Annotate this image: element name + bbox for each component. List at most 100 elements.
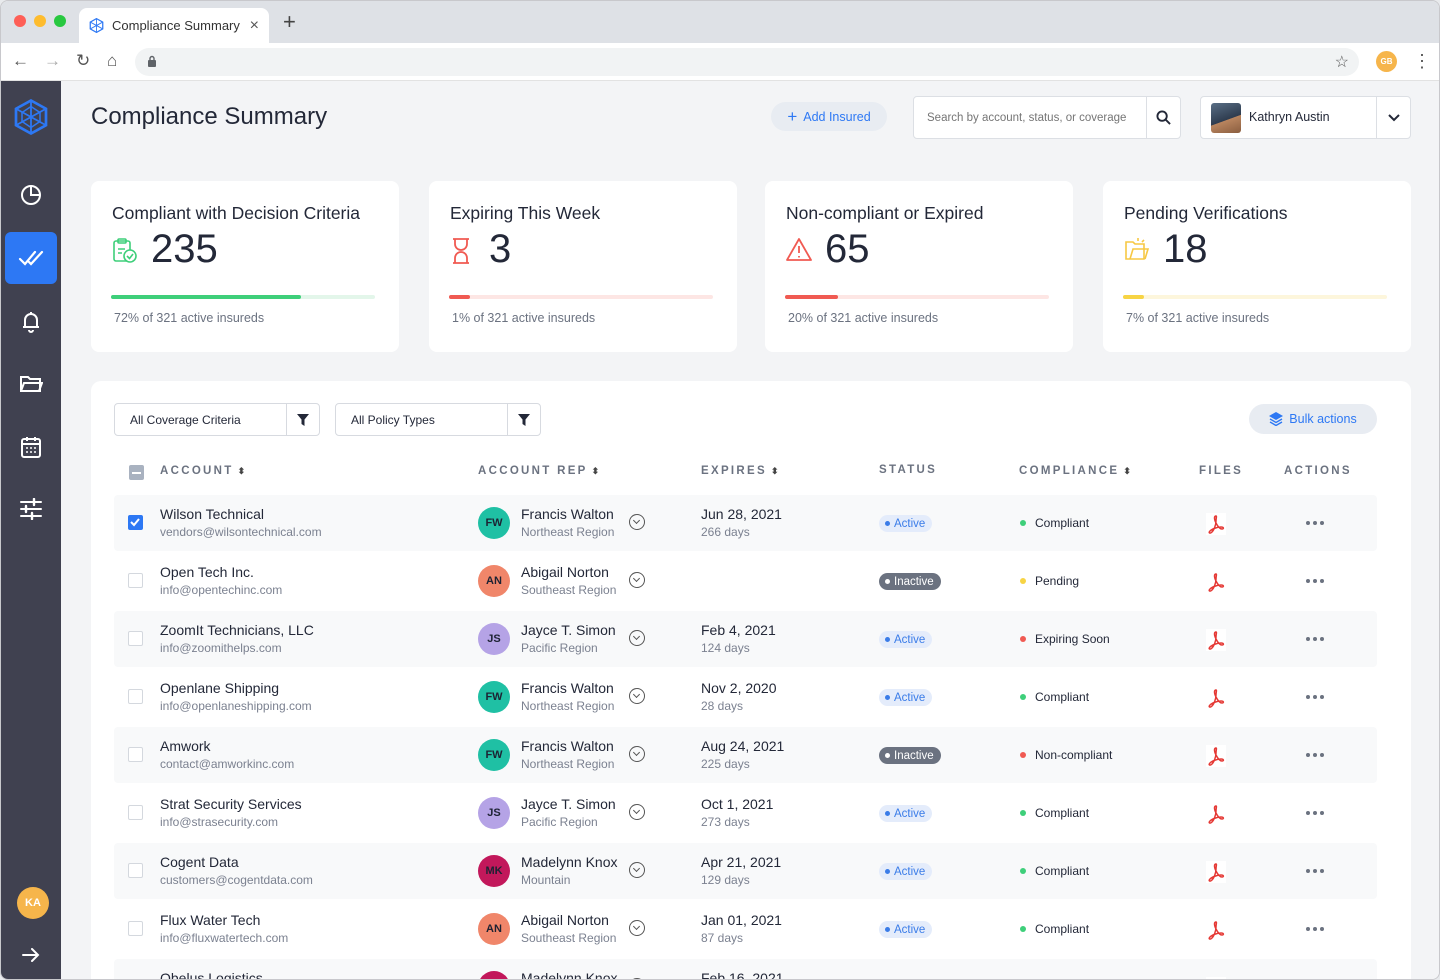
pdf-file-icon[interactable]: [1206, 629, 1226, 651]
select-all-checkbox[interactable]: [129, 465, 144, 480]
rep-header-label: ACCOUNT REP: [478, 465, 588, 477]
filter-button[interactable]: [507, 404, 540, 435]
table-row[interactable]: Amwork contact@amworkinc.com FW Francis Wal…: [114, 727, 1377, 783]
pdf-file-icon[interactable]: [1206, 745, 1226, 767]
dashboard-chart-icon[interactable]: [5, 169, 57, 221]
rep-dropdown-chevron-icon[interactable]: [629, 862, 645, 878]
browser-menu-icon[interactable]: ⋮: [1413, 51, 1431, 71]
more-actions-icon[interactable]: [1306, 695, 1324, 699]
pdf-file-icon[interactable]: [1206, 571, 1226, 593]
account-name[interactable]: Cogent Data: [160, 854, 239, 870]
user-menu[interactable]: Kathryn Austin: [1200, 96, 1411, 139]
user-name: Kathryn Austin: [1249, 110, 1330, 124]
column-header-expires[interactable]: EXPIRES ⬍: [701, 465, 779, 477]
account-name[interactable]: Flux Water Tech: [160, 912, 261, 928]
summary-card[interactable]: Expiring This Week 3 1% of 321 active insu…: [429, 181, 737, 352]
lock-icon: [148, 55, 156, 67]
more-actions-icon[interactable]: [1306, 521, 1324, 525]
table-row[interactable]: Strat Security Services info@strasecurity…: [114, 785, 1377, 841]
row-checkbox[interactable]: [128, 805, 143, 820]
minimize-window-dot[interactable]: [34, 15, 46, 27]
table-row[interactable]: Wilson Technical vendors@wilsontechnical.…: [114, 495, 1377, 551]
row-checkbox[interactable]: [128, 515, 143, 530]
browser-profile-avatar[interactable]: GB: [1376, 51, 1397, 72]
address-bar[interactable]: ☆: [135, 48, 1359, 76]
close-tab-icon[interactable]: ×: [249, 16, 259, 34]
home-icon[interactable]: ⌂: [107, 51, 118, 70]
account-name[interactable]: Amwork: [160, 738, 211, 754]
search-input[interactable]: [915, 98, 1145, 137]
pdf-file-icon[interactable]: [1206, 977, 1226, 979]
summary-card[interactable]: Pending Verifications 18 7% of 321 active …: [1103, 181, 1411, 352]
coverage-filter[interactable]: All Coverage Criteria: [114, 403, 320, 436]
rep-dropdown-chevron-icon[interactable]: [629, 514, 645, 530]
user-menu-toggle[interactable]: [1376, 97, 1410, 138]
rep-dropdown-chevron-icon[interactable]: [629, 572, 645, 588]
rep-dropdown-chevron-icon[interactable]: [629, 630, 645, 646]
account-name[interactable]: Wilson Technical: [160, 506, 265, 522]
folder-icon[interactable]: [5, 358, 57, 410]
rep-avatar: AN: [478, 913, 510, 945]
compliance-check-icon[interactable]: [5, 232, 57, 284]
row-checkbox[interactable]: [128, 863, 143, 878]
close-window-dot[interactable]: [14, 15, 26, 27]
filter-button[interactable]: [286, 404, 319, 435]
new-tab-icon[interactable]: +: [283, 9, 296, 34]
rep-dropdown-chevron-icon[interactable]: [629, 804, 645, 820]
column-header-rep[interactable]: ACCOUNT REP ⬍: [478, 465, 599, 477]
user-avatar[interactable]: KA: [17, 887, 49, 919]
table-row[interactable]: ZoomIt Technicians, LLC info@zoomithelps.…: [114, 611, 1377, 667]
table-row[interactable]: Obelus Logistics MK Madelynn Knox Feb 16, 2…: [114, 959, 1377, 980]
row-checkbox[interactable]: [128, 631, 143, 646]
table-row[interactable]: Openlane Shipping info@openlaneshipping.c…: [114, 669, 1377, 725]
add-insured-button[interactable]: + Add Insured: [771, 102, 887, 131]
pdf-file-icon[interactable]: [1206, 803, 1226, 825]
table-row[interactable]: Open Tech Inc. info@opentechinc.com AN Abig…: [114, 553, 1377, 609]
account-name[interactable]: Strat Security Services: [160, 796, 302, 812]
account-name[interactable]: Open Tech Inc.: [160, 564, 254, 580]
rep-dropdown-chevron-icon[interactable]: [629, 920, 645, 936]
rep-avatar: FW: [478, 507, 510, 539]
reload-icon[interactable]: ↻: [76, 51, 91, 70]
bell-icon[interactable]: [5, 296, 57, 348]
summary-card[interactable]: Non-compliant or Expired 65 20% of 321 act…: [765, 181, 1073, 352]
summary-card[interactable]: Compliant with Decision Criteria 235 72% o…: [91, 181, 399, 352]
rep-dropdown-chevron-icon[interactable]: [629, 746, 645, 762]
more-actions-icon[interactable]: [1306, 869, 1324, 873]
table-row[interactable]: Flux Water Tech info@fluxwatertech.com AN A…: [114, 901, 1377, 957]
row-checkbox[interactable]: [128, 747, 143, 762]
bulk-actions-button[interactable]: Bulk actions: [1249, 404, 1377, 434]
settings-sliders-icon[interactable]: [5, 483, 57, 535]
column-header-account[interactable]: ACCOUNT ⬍: [160, 465, 245, 477]
search-button[interactable]: [1146, 97, 1180, 138]
more-actions-icon[interactable]: [1306, 637, 1324, 641]
account-name[interactable]: Openlane Shipping: [160, 680, 280, 696]
row-checkbox[interactable]: [128, 573, 143, 588]
pdf-file-icon[interactable]: [1206, 513, 1226, 535]
browser-tab[interactable]: Compliance Summary ×: [79, 8, 269, 43]
rep-dropdown-chevron-icon[interactable]: [629, 688, 645, 704]
bookmark-star-icon[interactable]: ☆: [1334, 54, 1349, 71]
row-checkbox[interactable]: [128, 689, 143, 704]
more-actions-icon[interactable]: [1306, 753, 1324, 757]
policy-type-filter[interactable]: All Policy Types: [335, 403, 541, 436]
maximize-window-dot[interactable]: [54, 15, 66, 27]
pdf-file-icon[interactable]: [1206, 861, 1226, 883]
pdf-file-icon[interactable]: [1206, 919, 1226, 941]
expand-sidebar-arrow-icon[interactable]: [5, 929, 57, 979]
forward-icon[interactable]: →: [44, 51, 61, 70]
pdf-file-icon[interactable]: [1206, 687, 1226, 709]
app-logo-icon[interactable]: [5, 91, 57, 143]
account-name[interactable]: ZoomIt Technicians, LLC: [160, 622, 314, 638]
account-email: info@fluxwatertech.com: [160, 931, 289, 945]
row-checkbox[interactable]: [128, 921, 143, 936]
column-header-status: STATUS: [879, 464, 937, 476]
calendar-icon[interactable]: [5, 421, 57, 473]
more-actions-icon[interactable]: [1306, 811, 1324, 815]
column-header-compliance[interactable]: COMPLIANCE ⬍: [1019, 465, 1131, 477]
account-name[interactable]: Obelus Logistics: [160, 970, 263, 980]
table-row[interactable]: Cogent Data customers@cogentdata.com MK Mad…: [114, 843, 1377, 899]
more-actions-icon[interactable]: [1306, 927, 1324, 931]
back-icon[interactable]: ←: [12, 51, 29, 70]
more-actions-icon[interactable]: [1306, 579, 1324, 583]
